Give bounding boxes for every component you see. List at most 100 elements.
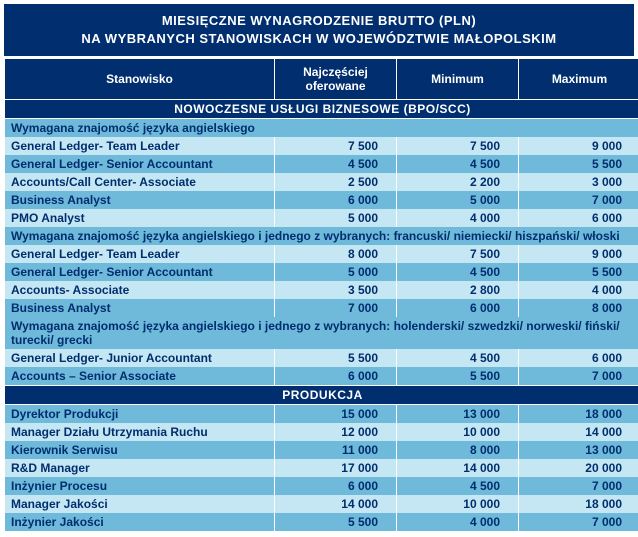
cell-position: Accounts- Associate xyxy=(5,281,275,299)
cell-minimum: 10 000 xyxy=(397,423,519,441)
section-heading: PRODUKCJA xyxy=(5,386,638,405)
table-row: General Ledger- Team Leader8 0007 5009 0… xyxy=(5,245,638,263)
cell-most-offered: 12 000 xyxy=(275,423,397,441)
cell-minimum: 4 500 xyxy=(397,477,519,495)
cell-most-offered: 6 000 xyxy=(275,367,397,386)
cell-position: Business Analyst xyxy=(5,299,275,317)
cell-maximum: 18 000 xyxy=(519,495,638,513)
table-row: R&D Manager17 00014 00020 000 xyxy=(5,459,638,477)
title-line-2: NA WYBRANYCH STANOWISKACH W WOJEWÓDZTWIE… xyxy=(8,30,630,48)
cell-most-offered: 14 000 xyxy=(275,495,397,513)
cell-position: Inżynier Procesu xyxy=(5,477,275,495)
table-row: General Ledger- Team Leader7 5007 5009 0… xyxy=(5,137,638,155)
cell-position: Manager Jakości xyxy=(5,495,275,513)
table-row: Kierownik Serwisu11 0008 00013 000 xyxy=(5,441,638,459)
table-row: Manager Działu Utrzymania Ruchu12 00010 … xyxy=(5,423,638,441)
cell-minimum: 2 200 xyxy=(397,173,519,191)
section-heading: NOWOCZESNE USŁUGI BIZNESOWE (BPO/SCC) xyxy=(5,100,638,119)
cell-minimum: 8 000 xyxy=(397,441,519,459)
cell-minimum: 4 000 xyxy=(397,209,519,227)
cell-position: Dyrektor Produkcji xyxy=(5,405,275,424)
title-line-1: MIESIĘCZNE WYNAGRODZENIE BRUTTO (PLN) xyxy=(8,12,630,30)
cell-most-offered: 5 500 xyxy=(275,513,397,531)
cell-minimum: 4 500 xyxy=(397,155,519,173)
note-text: Wymagana znajomość języka angielskiego xyxy=(5,119,638,138)
cell-position: R&D Manager xyxy=(5,459,275,477)
cell-position: General Ledger- Team Leader xyxy=(5,245,275,263)
cell-maximum: 20 000 xyxy=(519,459,638,477)
cell-maximum: 9 000 xyxy=(519,137,638,155)
note-row: Wymagana znajomość języka angielskiego i… xyxy=(5,317,638,349)
note-row: Wymagana znajomość języka angielskiego i… xyxy=(5,227,638,245)
cell-most-offered: 7 500 xyxy=(275,137,397,155)
col-position: Stanowisko xyxy=(5,59,275,100)
cell-most-offered: 2 500 xyxy=(275,173,397,191)
cell-minimum: 4 500 xyxy=(397,263,519,281)
cell-most-offered: 7 000 xyxy=(275,299,397,317)
cell-maximum: 6 000 xyxy=(519,209,638,227)
cell-maximum: 3 000 xyxy=(519,173,638,191)
cell-minimum: 4 000 xyxy=(397,513,519,531)
table-row: Accounts – Senior Associate6 0005 5007 0… xyxy=(5,367,638,386)
cell-maximum: 7 000 xyxy=(519,477,638,495)
cell-most-offered: 4 500 xyxy=(275,155,397,173)
cell-position: Inżynier Jakości xyxy=(5,513,275,531)
note-row: Wymagana znajomość języka angielskiego xyxy=(5,119,638,138)
cell-minimum: 7 500 xyxy=(397,137,519,155)
col-minimum: Minimum xyxy=(397,59,519,100)
cell-minimum: 14 000 xyxy=(397,459,519,477)
table-row: Business Analyst7 0006 0008 000 xyxy=(5,299,638,317)
cell-position: Business Analyst xyxy=(5,191,275,209)
cell-maximum: 14 000 xyxy=(519,423,638,441)
table-row: PMO Analyst5 0004 0006 000 xyxy=(5,209,638,227)
cell-maximum: 5 500 xyxy=(519,155,638,173)
cell-position: PMO Analyst xyxy=(5,209,275,227)
cell-minimum: 7 500 xyxy=(397,245,519,263)
table-row: Business Analyst6 0005 0007 000 xyxy=(5,191,638,209)
cell-maximum: 8 000 xyxy=(519,299,638,317)
section-heading-row: NOWOCZESNE USŁUGI BIZNESOWE (BPO/SCC) xyxy=(5,100,638,119)
cell-maximum: 4 000 xyxy=(519,281,638,299)
cell-minimum: 2 800 xyxy=(397,281,519,299)
col-maximum: Maximum xyxy=(519,59,638,100)
table-row: Manager Jakości14 00010 00018 000 xyxy=(5,495,638,513)
cell-position: General Ledger- Senior Accountant xyxy=(5,263,275,281)
note-text: Wymagana znajomość języka angielskiego i… xyxy=(5,317,638,349)
table-row: General Ledger- Senior Accountant5 0004 … xyxy=(5,263,638,281)
cell-most-offered: 17 000 xyxy=(275,459,397,477)
cell-most-offered: 5 000 xyxy=(275,209,397,227)
cell-position: Kierownik Serwisu xyxy=(5,441,275,459)
cell-most-offered: 5 500 xyxy=(275,349,397,367)
table-row: General Ledger- Senior Accountant4 5004 … xyxy=(5,155,638,173)
cell-maximum: 7 000 xyxy=(519,367,638,386)
table-row: Inżynier Procesu6 0004 5007 000 xyxy=(5,477,638,495)
cell-position: General Ledger- Team Leader xyxy=(5,137,275,155)
cell-minimum: 13 000 xyxy=(397,405,519,424)
cell-maximum: 7 000 xyxy=(519,191,638,209)
cell-most-offered: 3 500 xyxy=(275,281,397,299)
cell-maximum: 13 000 xyxy=(519,441,638,459)
salary-table-container: MIESIĘCZNE WYNAGRODZENIE BRUTTO (PLN) NA… xyxy=(0,0,638,535)
section-heading-row: PRODUKCJA xyxy=(5,386,638,405)
cell-position: Accounts – Senior Associate xyxy=(5,367,275,386)
cell-maximum: 5 500 xyxy=(519,263,638,281)
table-row: Inżynier Jakości5 5004 0007 000 xyxy=(5,513,638,531)
cell-position: General Ledger- Senior Accountant xyxy=(5,155,275,173)
table-row: Accounts/Call Center- Associate2 5002 20… xyxy=(5,173,638,191)
table-row: Dyrektor Produkcji15 00013 00018 000 xyxy=(5,405,638,424)
cell-minimum: 4 500 xyxy=(397,349,519,367)
cell-maximum: 9 000 xyxy=(519,245,638,263)
cell-minimum: 5 000 xyxy=(397,191,519,209)
cell-maximum: 7 000 xyxy=(519,513,638,531)
note-text: Wymagana znajomość języka angielskiego i… xyxy=(5,227,638,245)
col-most-offered: Najczęściej oferowane xyxy=(275,59,397,100)
title-block: MIESIĘCZNE WYNAGRODZENIE BRUTTO (PLN) NA… xyxy=(4,4,634,58)
cell-position: Accounts/Call Center- Associate xyxy=(5,173,275,191)
header-row: Stanowisko Najczęściej oferowane Minimum… xyxy=(5,59,638,100)
cell-most-offered: 15 000 xyxy=(275,405,397,424)
cell-most-offered: 8 000 xyxy=(275,245,397,263)
cell-maximum: 6 000 xyxy=(519,349,638,367)
cell-minimum: 10 000 xyxy=(397,495,519,513)
salary-table: Stanowisko Najczęściej oferowane Minimum… xyxy=(4,58,638,531)
cell-most-offered: 5 000 xyxy=(275,263,397,281)
